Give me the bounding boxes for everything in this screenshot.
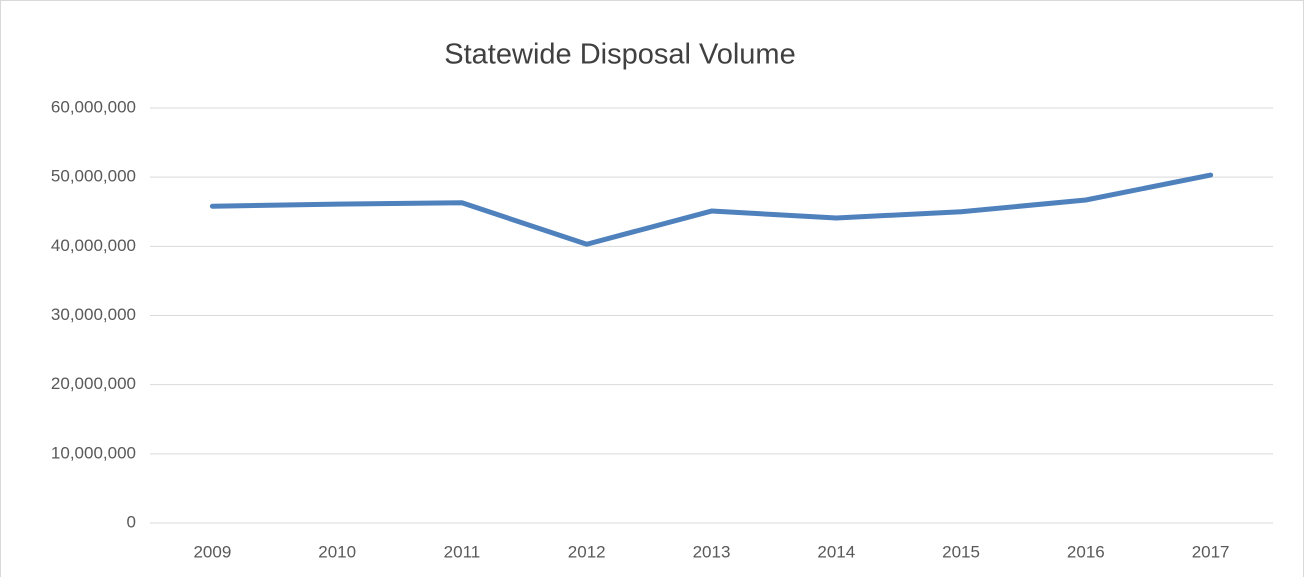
x-tick-label: 2009 (193, 542, 231, 561)
x-tick-label: 2016 (1067, 542, 1105, 561)
x-tick-label: 2013 (693, 542, 731, 561)
data-line (209, 172, 1214, 247)
y-tick-label: 10,000,000 (51, 443, 136, 462)
x-tick-label: 2017 (1192, 542, 1230, 561)
y-tick-label: 30,000,000 (51, 305, 136, 324)
chart-title: Statewide Disposal Volume (444, 39, 795, 71)
y-tick-label: 50,000,000 (51, 167, 136, 186)
x-tick-label: 2010 (318, 542, 356, 561)
y-tick-label: 40,000,000 (51, 236, 136, 255)
x-tick-label: 2012 (568, 542, 606, 561)
x-tick-label: 2014 (817, 542, 855, 561)
y-tick-label: 20,000,000 (51, 374, 136, 393)
y-tick-label: 60,000,000 (51, 97, 136, 116)
y-tick-label: 0 (127, 512, 136, 531)
x-tick-label: 2015 (942, 542, 980, 561)
x-tick-label: 2011 (444, 542, 481, 561)
